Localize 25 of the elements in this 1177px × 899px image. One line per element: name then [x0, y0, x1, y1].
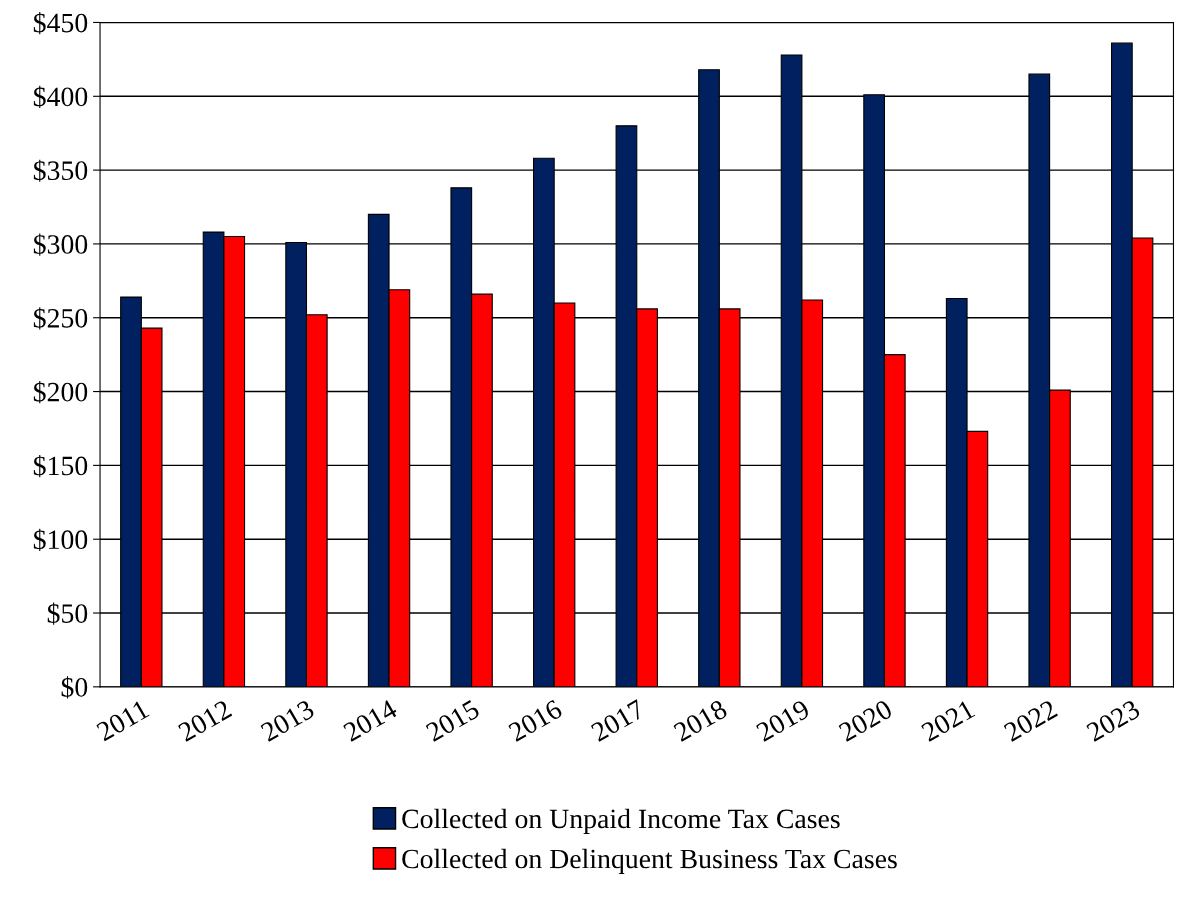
x-tick-label: 2012	[177, 699, 233, 743]
y-tick-label: $0	[61, 676, 88, 699]
x-tick-label: 2022	[1002, 699, 1059, 743]
x-tick-label: 2016	[507, 699, 564, 743]
x-tick-label: 2023	[1085, 699, 1142, 743]
x-tick-label: 2011	[95, 699, 150, 742]
y-tick-label: $400	[33, 85, 88, 109]
y-tick-label: $150	[33, 454, 88, 478]
y-tick-label: $200	[33, 381, 88, 404]
x-tick-label: 2014	[342, 698, 399, 743]
x-tick-label: 2013	[259, 699, 316, 743]
y-tick-label: $450	[33, 12, 88, 35]
y-tick-label: $350	[33, 159, 88, 182]
y-tick-label: $250	[33, 307, 88, 330]
legend-label: Collected on Delinquent Business Tax Cases	[402, 848, 897, 874]
y-tick-label: $300	[33, 233, 88, 256]
y-tick-label: $50	[47, 602, 88, 625]
legend-label: Collected on Unpaid Income Tax Cases	[402, 808, 840, 834]
x-tick-label: 2015	[424, 699, 481, 743]
y-tick-label: $100	[33, 528, 88, 551]
x-tick-label: 2018	[672, 699, 729, 743]
x-tick-label: 2020	[837, 699, 894, 743]
x-tick-label: 2021	[920, 699, 976, 743]
x-tick-label: 2017	[590, 699, 646, 743]
x-tick-label: 2019	[755, 699, 811, 743]
